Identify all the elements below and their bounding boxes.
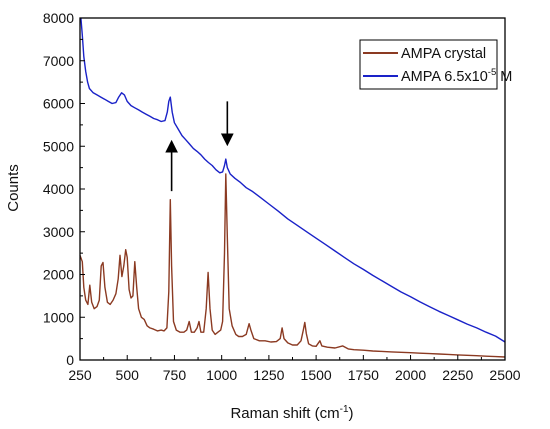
x-tick-label: 2250 xyxy=(442,367,473,383)
y-axis-title: Counts xyxy=(5,164,22,212)
y-tick-label: 2000 xyxy=(43,267,74,283)
x-tick-label: 1000 xyxy=(206,367,237,383)
y-tick-label: 4000 xyxy=(43,181,74,197)
y-tick-label: 0 xyxy=(66,352,74,368)
y-tick-label: 7000 xyxy=(43,53,74,69)
y-tick-label: 1000 xyxy=(43,309,74,325)
x-axis-title: Raman shift (cm-1) xyxy=(230,404,353,422)
y-tick-label: 8000 xyxy=(43,10,74,26)
y-tick-label: 5000 xyxy=(43,138,74,154)
legend: AMPA crystal AMPA 6.5x10-5 M xyxy=(359,39,512,90)
y-tick-label: 3000 xyxy=(43,224,74,240)
x-tick-label: 750 xyxy=(163,367,187,383)
x-tick-label: 1500 xyxy=(301,367,332,383)
x-tick-label: 500 xyxy=(116,367,140,383)
y-tick-label: 6000 xyxy=(43,96,74,112)
x-tick-label: 2000 xyxy=(395,367,426,383)
axes-layer: 250 500 750 1000 1250 1500 1750 2000 2250 2500 0 10… xyxy=(43,10,521,383)
x-tick-label: 1750 xyxy=(348,367,379,383)
series-layer xyxy=(79,17,506,358)
legend-label-crystal: AMPA crystal xyxy=(401,46,486,62)
x-tick-label: 250 xyxy=(68,367,92,383)
annotation-layer xyxy=(165,101,234,192)
series-line-crystal xyxy=(79,173,506,358)
x-tick-label: 1250 xyxy=(253,367,284,383)
x-tick-label: 2500 xyxy=(489,367,520,383)
series-line-solution xyxy=(80,17,506,343)
legend-box xyxy=(359,39,498,90)
legend-label-solution: AMPA 6.5x10-5 M xyxy=(401,67,512,85)
